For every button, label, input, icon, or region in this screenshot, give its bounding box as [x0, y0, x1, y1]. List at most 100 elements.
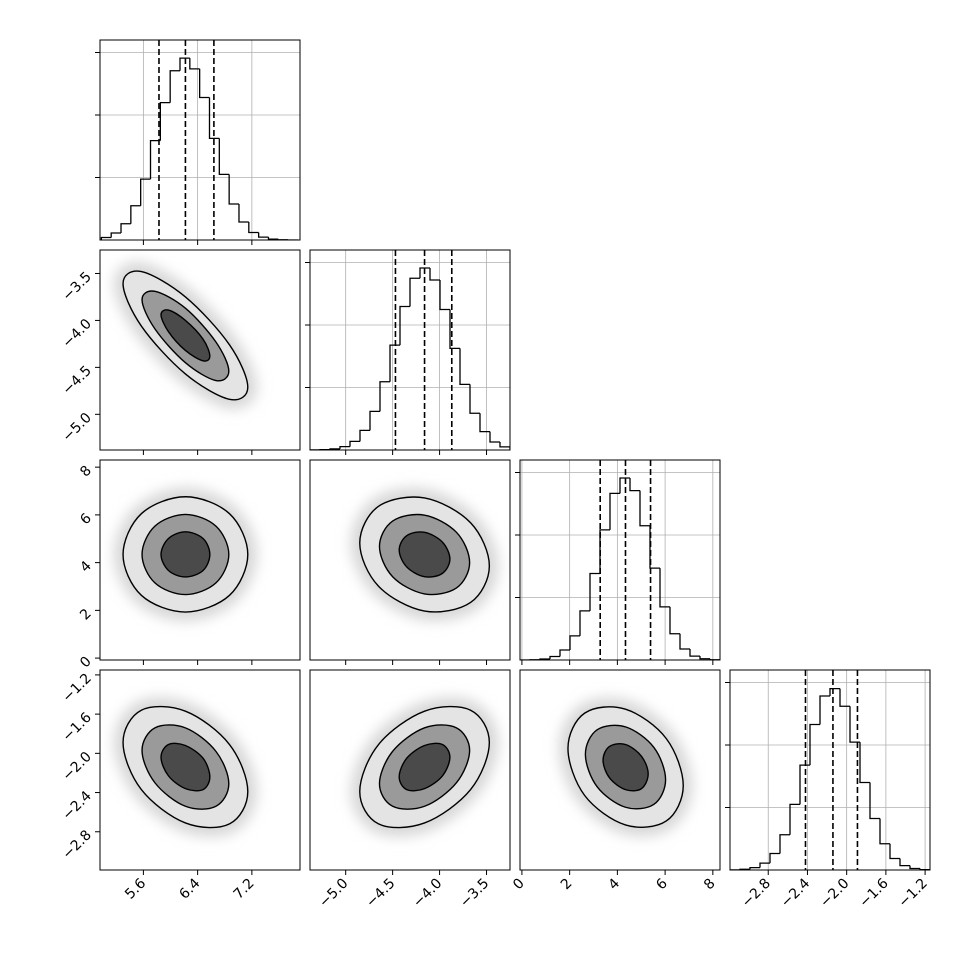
- histogram-step: [669, 606, 680, 635]
- histogram-step: [909, 865, 920, 870]
- histogram-step: [238, 204, 249, 223]
- histogram-step: [649, 525, 660, 569]
- histogram-step: [679, 633, 690, 650]
- panel: [558, 697, 693, 837]
- histogram-step: [199, 68, 210, 99]
- x-tick-label: −1.2: [896, 876, 931, 911]
- histogram-step: [419, 267, 430, 279]
- histogram-step: [579, 610, 590, 636]
- x-tick-label: 8: [701, 876, 719, 894]
- y-tick-label: −2.8: [59, 827, 94, 862]
- histogram-step: [369, 410, 380, 431]
- contour: [160, 531, 211, 578]
- histogram-step: [389, 344, 400, 382]
- contour: [160, 309, 211, 362]
- histogram-step: [218, 138, 230, 176]
- x-tick-label: 7.2: [231, 876, 258, 903]
- histogram-step: [140, 178, 151, 206]
- panel-frame: [99, 39, 301, 241]
- histogram-step: [409, 277, 420, 307]
- histogram-step: [829, 687, 840, 696]
- y-tick-label: 8: [77, 463, 95, 481]
- histogram-step: [809, 723, 820, 766]
- panel-frame: [99, 249, 301, 451]
- histogram-step: [869, 782, 880, 820]
- histogram-step: [379, 381, 390, 412]
- histogram-step: [149, 139, 161, 180]
- panel: [114, 262, 257, 409]
- histogram-step: [609, 492, 620, 530]
- histogram-step: [130, 205, 141, 224]
- histogram-step: [859, 742, 870, 784]
- contour: [398, 531, 451, 578]
- panel-frame: [729, 669, 931, 871]
- histogram-step: [257, 232, 269, 238]
- histogram-step: [789, 803, 800, 835]
- histogram-step: [359, 429, 370, 442]
- histogram-step: [659, 568, 670, 608]
- y-tick-label: −5.0: [59, 410, 94, 445]
- panel: [114, 487, 257, 622]
- histogram-step: [759, 862, 770, 868]
- histogram-step: [100, 236, 112, 240]
- y-tick-label: 4: [77, 558, 95, 576]
- histogram-step: [819, 695, 830, 725]
- histogram-step: [839, 688, 850, 707]
- panel-frame: [309, 249, 511, 451]
- x-tick-label: 4: [606, 875, 624, 893]
- x-tick-label: −2.0: [817, 876, 852, 911]
- histogram-step: [619, 477, 630, 494]
- panel-frame: [519, 459, 721, 661]
- histogram-step: [329, 448, 340, 450]
- histogram-step: [589, 572, 600, 611]
- histogram-step: [499, 442, 510, 450]
- contour: [160, 742, 211, 792]
- histogram-step: [110, 232, 122, 238]
- x-tick-label: −2.4: [778, 875, 813, 910]
- x-tick-label: −4.0: [410, 876, 445, 911]
- histogram-step: [208, 97, 220, 140]
- y-tick-label: 0: [77, 654, 95, 672]
- x-tick-label: 6.4: [176, 875, 203, 902]
- histogram-step: [267, 237, 279, 240]
- histogram-step: [699, 656, 710, 660]
- y-tick-label: −1.6: [59, 710, 94, 745]
- histogram-step: [159, 101, 171, 141]
- y-tick-label: −2.4: [59, 788, 94, 823]
- x-tick-label: −1.6: [856, 875, 891, 910]
- histogram-step: [189, 58, 200, 70]
- y-tick-label: −1.2: [59, 670, 94, 705]
- panel: [350, 488, 499, 621]
- histogram-step: [629, 478, 640, 492]
- histogram-step: [179, 57, 190, 71]
- contour: [398, 742, 451, 792]
- histogram-step: [749, 866, 760, 870]
- y-tick-label: −4.5: [59, 363, 94, 398]
- histogram-step: [779, 834, 790, 854]
- histogram-step: [769, 852, 780, 864]
- y-tick-label: −3.5: [59, 269, 94, 304]
- histogram-step: [228, 174, 239, 205]
- panel: [100, 40, 300, 240]
- histogram-step: [449, 309, 460, 350]
- histogram-step: [799, 764, 810, 805]
- histogram-step: [489, 431, 500, 443]
- x-tick-label: 0: [510, 876, 528, 894]
- histogram-step: [339, 445, 350, 449]
- panel-frame: [99, 459, 301, 661]
- histogram-step: [349, 440, 360, 447]
- histogram-step: [169, 70, 180, 103]
- x-tick-label: −3.5: [457, 876, 492, 911]
- histogram-step: [899, 858, 910, 867]
- histogram-step: [689, 649, 700, 657]
- panel-frame: [519, 669, 721, 871]
- histogram-step: [849, 706, 860, 743]
- x-tick-label: 6: [653, 875, 671, 893]
- histogram-step: [439, 280, 450, 311]
- x-tick-label: −5.0: [316, 876, 351, 911]
- panel: [520, 460, 720, 660]
- histogram-step: [479, 413, 490, 433]
- y-tick-label: 6: [77, 510, 95, 528]
- contour: [602, 743, 649, 792]
